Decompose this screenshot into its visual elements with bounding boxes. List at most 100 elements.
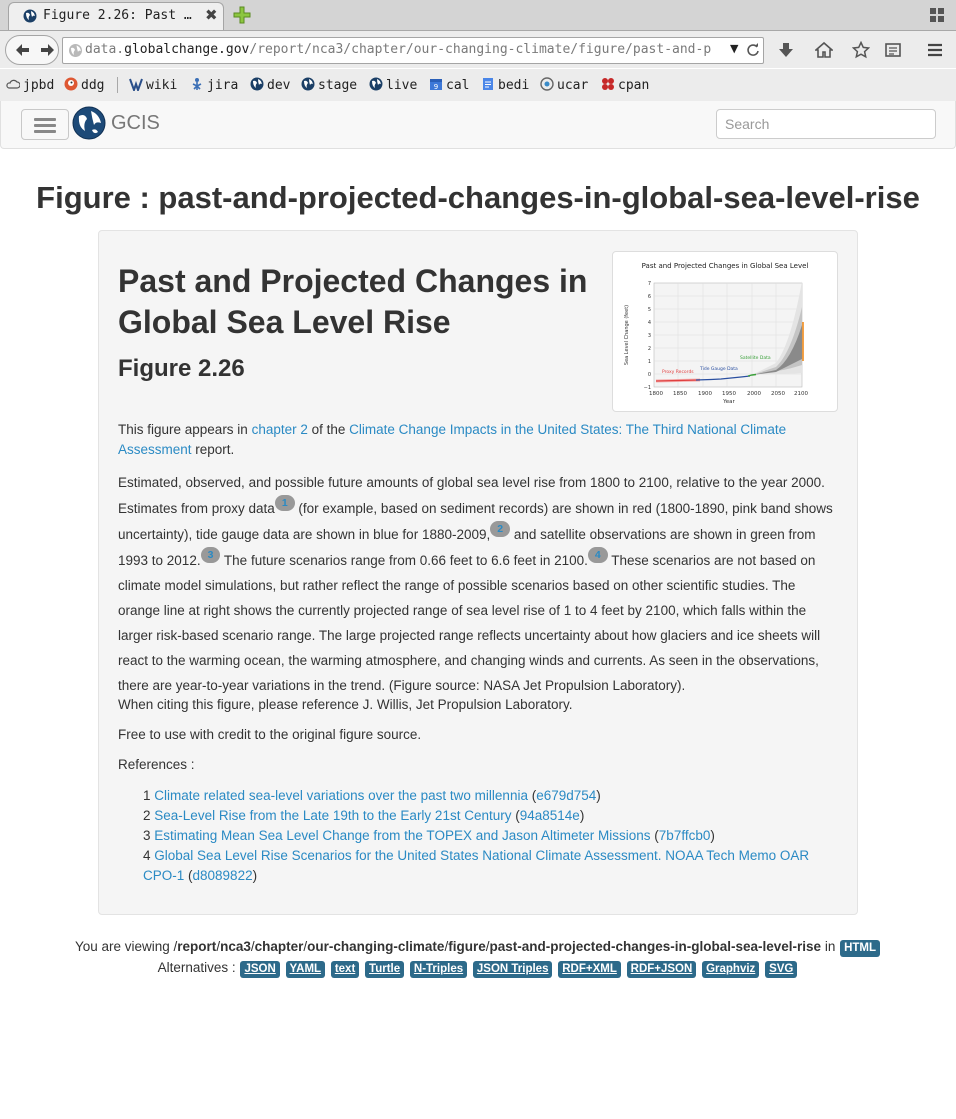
reference-number: 4 — [143, 848, 151, 863]
bookmark-label: ddg — [81, 78, 105, 93]
reference-title-link[interactable]: Global Sea Level Rise Scenarios for the … — [143, 848, 810, 883]
path-part: figure — [448, 939, 486, 954]
forward-arrow-icon[interactable] — [39, 41, 57, 59]
reading-list-icon[interactable] — [884, 41, 902, 59]
format-json-link[interactable]: JSON — [240, 961, 280, 978]
reference-id-link[interactable]: 7b7ffcb0 — [658, 828, 711, 843]
reference-item: 3 Estimating Mean Sea Level Change from … — [143, 828, 715, 843]
new-tab-plus-icon[interactable] — [233, 6, 251, 24]
bookmark-label: dev — [267, 78, 291, 93]
footnote-badge[interactable]: 2 — [490, 521, 511, 537]
figure-thumbnail[interactable]: Past and Projected Changes in Global Sea… — [612, 251, 838, 412]
bookmark-bedi[interactable]: bedi — [481, 77, 529, 93]
bookmark-star-icon[interactable] — [852, 41, 870, 59]
format-yaml-link[interactable]: YAML — [285, 961, 326, 978]
footnote-badge[interactable]: 1 — [274, 495, 295, 511]
globe-icon — [23, 9, 37, 23]
thumbnail-xlabel: Year — [722, 399, 735, 405]
site-identity-globe-icon[interactable] — [68, 43, 83, 58]
bookmark-jira[interactable]: jira — [190, 77, 238, 93]
bookmark-label: wiki — [146, 78, 178, 93]
proxy-records-line — [655, 379, 701, 382]
hamburger-bar — [34, 124, 56, 127]
chapter-link[interactable]: chapter 2 — [251, 422, 308, 437]
footnote-badge[interactable]: 4 — [587, 547, 608, 563]
format-rdf-json-link[interactable]: RDF+JSON — [626, 961, 697, 978]
reference-title-link[interactable]: Climate related sea-level variations ove… — [154, 788, 528, 803]
bookmark-dev[interactable]: dev — [250, 77, 290, 93]
menu-hamburger-icon[interactable] — [926, 41, 944, 59]
figure-heading: Past and Projected Changes in Global Sea… — [118, 263, 588, 340]
references-list: 1 Climate related sea-level variations o… — [143, 786, 833, 886]
bookmark-cal[interactable]: 9 cal — [429, 77, 469, 93]
reference-item: 1 Climate related sea-level variations o… — [143, 788, 601, 803]
bookmark-wiki[interactable]: wiki — [129, 77, 177, 93]
reference-id-link[interactable]: e679d754 — [536, 788, 597, 803]
ucar-icon — [540, 77, 554, 91]
report-link[interactable]: Climate Change Impacts in the United Sta… — [118, 422, 787, 457]
svg-text:9: 9 — [434, 83, 438, 91]
back-arrow-icon[interactable] — [13, 41, 31, 59]
y-tick: 2 — [648, 346, 651, 352]
cloud-icon — [6, 79, 20, 89]
thumbnail-title: Past and Projected Changes in Global Sea… — [642, 262, 809, 270]
thumbnail-ylabel: Sea Level Change (feet) — [624, 305, 630, 365]
reload-icon[interactable] — [746, 43, 760, 57]
bookmark-label: cpan — [618, 78, 650, 93]
y-tick: 1 — [648, 359, 651, 365]
bookmark-stage[interactable]: stage — [301, 77, 357, 93]
url-path: /report/nca3/chapter/our-changing-climat… — [249, 42, 711, 57]
browser-tab[interactable]: Figure 2.26: Past … ✖ — [8, 2, 224, 30]
figure-number: Figure 2.26 — [118, 355, 245, 382]
reference-item: 2 Sea-Level Rise from the Late 19th to t… — [143, 808, 585, 823]
tab-groups-icon[interactable] — [929, 7, 945, 23]
wiki-icon — [129, 78, 143, 91]
bookmark-cpan[interactable]: cpan — [601, 77, 649, 93]
hamburger-bar — [34, 130, 56, 133]
format-graphviz-link[interactable]: Graphviz — [702, 961, 760, 978]
format-json-triples-link[interactable]: JSON Triples — [472, 961, 553, 978]
bookmark-jpbd[interactable]: jpbd — [6, 77, 54, 93]
brand-name[interactable]: GCIS — [111, 112, 160, 134]
citation-text: When citing this figure, please referenc… — [118, 697, 573, 712]
alternatives-line: Alternatives : JSON YAML text Turtle N-T… — [0, 957, 956, 978]
path-part: nca3 — [220, 939, 251, 954]
reference-number: 3 — [143, 828, 151, 843]
format-turtle-link[interactable]: Turtle — [365, 961, 405, 978]
format-ntriples-link[interactable]: N-Triples — [409, 961, 468, 978]
reference-id-link[interactable]: d8089822 — [192, 868, 253, 883]
reference-id-link[interactable]: 94a8514e — [519, 808, 580, 823]
caption-text: Estimated, observed, and possible future… — [118, 475, 825, 516]
url-history-dropdown-icon[interactable]: ▼ — [730, 42, 739, 55]
bookmark-ucar[interactable]: ucar — [540, 77, 588, 93]
url-text: data.globalchange.gov/report/nca3/chapte… — [85, 42, 711, 57]
duckduckgo-icon — [64, 77, 78, 91]
close-tab-icon[interactable]: ✖ — [205, 6, 218, 24]
bookmark-live[interactable]: live — [369, 77, 417, 93]
download-icon[interactable] — [777, 41, 795, 59]
y-tick: 0 — [648, 372, 651, 378]
url-bar[interactable]: data.globalchange.gov/report/nca3/chapte… — [62, 37, 764, 64]
jira-icon — [192, 78, 202, 90]
satellite-line — [747, 373, 757, 377]
calendar-icon: 9 — [430, 79, 442, 91]
x-tick: 1950 — [722, 391, 736, 397]
gcis-globe-logo[interactable] — [72, 106, 106, 140]
caption-text: The future scenarios range from 0.66 fee… — [220, 553, 588, 568]
format-rdf-xml-link[interactable]: RDF+XML — [558, 961, 621, 978]
home-icon[interactable] — [815, 41, 833, 59]
globe-icon — [250, 77, 264, 91]
path-part: report — [177, 939, 217, 954]
alternatives-label: Alternatives : — [157, 960, 240, 975]
search-input[interactable] — [716, 109, 936, 139]
bookmark-ddg[interactable]: ddg — [64, 77, 104, 93]
path-part: our-changing-climate — [307, 939, 445, 954]
reference-title-link[interactable]: Estimating Mean Sea Level Change from th… — [154, 828, 651, 843]
path-part: past-and-projected-changes-in-global-sea… — [489, 939, 822, 954]
tab-title: Figure 2.26: Past … — [43, 8, 192, 23]
reference-title-link[interactable]: Sea-Level Rise from the Late 19th to the… — [154, 808, 512, 823]
footnote-badge[interactable]: 3 — [200, 547, 221, 563]
nav-toggle-button[interactable] — [21, 109, 69, 140]
format-svg-link[interactable]: SVG — [765, 961, 798, 978]
format-text-link[interactable]: text — [330, 961, 360, 978]
